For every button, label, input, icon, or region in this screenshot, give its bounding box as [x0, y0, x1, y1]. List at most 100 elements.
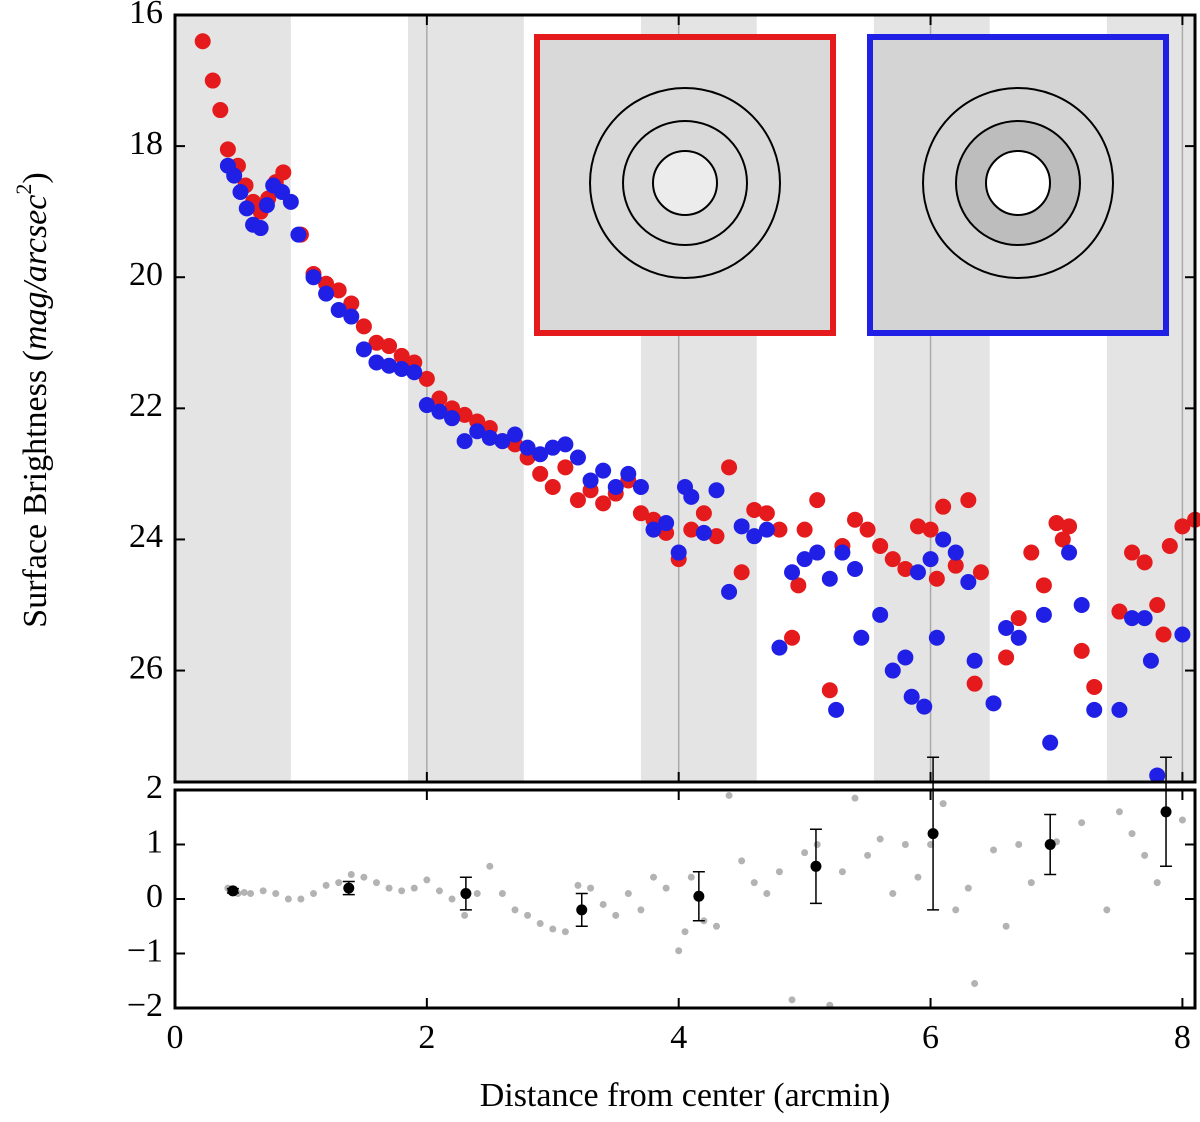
- point: [612, 911, 620, 919]
- x-tick-label: 8: [1174, 1019, 1191, 1056]
- point: [532, 446, 549, 463]
- point: [990, 846, 998, 854]
- point: [456, 433, 473, 450]
- point: [607, 479, 624, 495]
- point: [624, 890, 632, 898]
- point: [240, 888, 248, 896]
- x-tick-label: 0: [167, 1019, 184, 1056]
- point: [444, 410, 461, 427]
- point: [775, 868, 783, 876]
- point: [746, 528, 763, 545]
- point: [796, 551, 813, 568]
- point: [418, 397, 435, 414]
- point: [947, 544, 964, 561]
- point: [431, 403, 448, 420]
- point: [632, 505, 649, 522]
- point: [796, 521, 813, 538]
- point: [966, 652, 983, 669]
- point: [914, 873, 922, 881]
- point: [966, 675, 983, 692]
- y-tick-label: 18: [129, 125, 163, 162]
- point: [810, 860, 822, 872]
- point: [670, 544, 687, 561]
- point: [733, 564, 750, 581]
- point: [801, 849, 809, 857]
- point: [1054, 531, 1071, 548]
- point: [372, 879, 380, 887]
- point: [851, 794, 859, 802]
- point: [507, 426, 523, 443]
- point: [695, 524, 712, 541]
- point: [872, 606, 889, 623]
- point: [418, 370, 435, 387]
- point: [922, 521, 939, 538]
- point: [469, 423, 486, 440]
- point: [1111, 701, 1128, 718]
- point: [838, 868, 846, 876]
- point: [675, 947, 683, 955]
- y-tick-label: 16: [129, 0, 163, 31]
- point: [460, 888, 472, 900]
- point: [448, 895, 456, 903]
- point: [557, 436, 574, 453]
- y-tick-label: 22: [129, 387, 163, 424]
- point: [928, 570, 945, 587]
- point: [637, 906, 645, 914]
- point: [532, 465, 549, 482]
- ring: [589, 87, 781, 279]
- band: [175, 15, 291, 782]
- point: [212, 102, 229, 119]
- point: [297, 895, 305, 903]
- point: [771, 521, 788, 538]
- point: [461, 911, 469, 919]
- point: [393, 347, 410, 364]
- point: [238, 200, 255, 217]
- point: [853, 629, 870, 646]
- point: [645, 521, 662, 538]
- x-axis-label: Distance from center (arcmin): [480, 1077, 891, 1114]
- point: [721, 583, 738, 600]
- point: [909, 564, 926, 581]
- point: [897, 649, 914, 666]
- point: [935, 498, 952, 515]
- point: [524, 911, 532, 919]
- point: [750, 879, 758, 887]
- point: [1128, 830, 1136, 838]
- point: [889, 890, 897, 898]
- point: [406, 364, 423, 381]
- point: [1149, 597, 1166, 613]
- point: [587, 884, 595, 892]
- point: [330, 302, 347, 318]
- point: [1061, 518, 1078, 535]
- point: [738, 857, 746, 865]
- point: [310, 890, 318, 898]
- plot-frame: [173, 788, 1197, 1010]
- point: [972, 564, 989, 581]
- y-tick-label: −2: [127, 987, 163, 1024]
- point: [1073, 597, 1090, 613]
- point: [897, 560, 914, 577]
- point: [385, 884, 393, 892]
- point: [1010, 629, 1027, 646]
- point: [746, 501, 763, 518]
- point: [1086, 701, 1103, 718]
- point: [758, 505, 775, 522]
- y-label: Surface Brightness (: [17, 350, 54, 628]
- point: [784, 564, 801, 581]
- point: [809, 544, 826, 561]
- point: [909, 518, 926, 535]
- point: [828, 701, 845, 718]
- point: [410, 884, 418, 892]
- point: [318, 285, 335, 302]
- point: [985, 695, 1002, 712]
- point: [511, 906, 519, 914]
- point: [569, 492, 586, 509]
- point: [847, 511, 863, 528]
- point: [398, 887, 406, 895]
- point: [662, 884, 670, 892]
- point: [960, 492, 977, 509]
- plot-frame: [173, 13, 1197, 784]
- point: [960, 574, 977, 591]
- point: [1086, 678, 1103, 695]
- point: [620, 465, 637, 482]
